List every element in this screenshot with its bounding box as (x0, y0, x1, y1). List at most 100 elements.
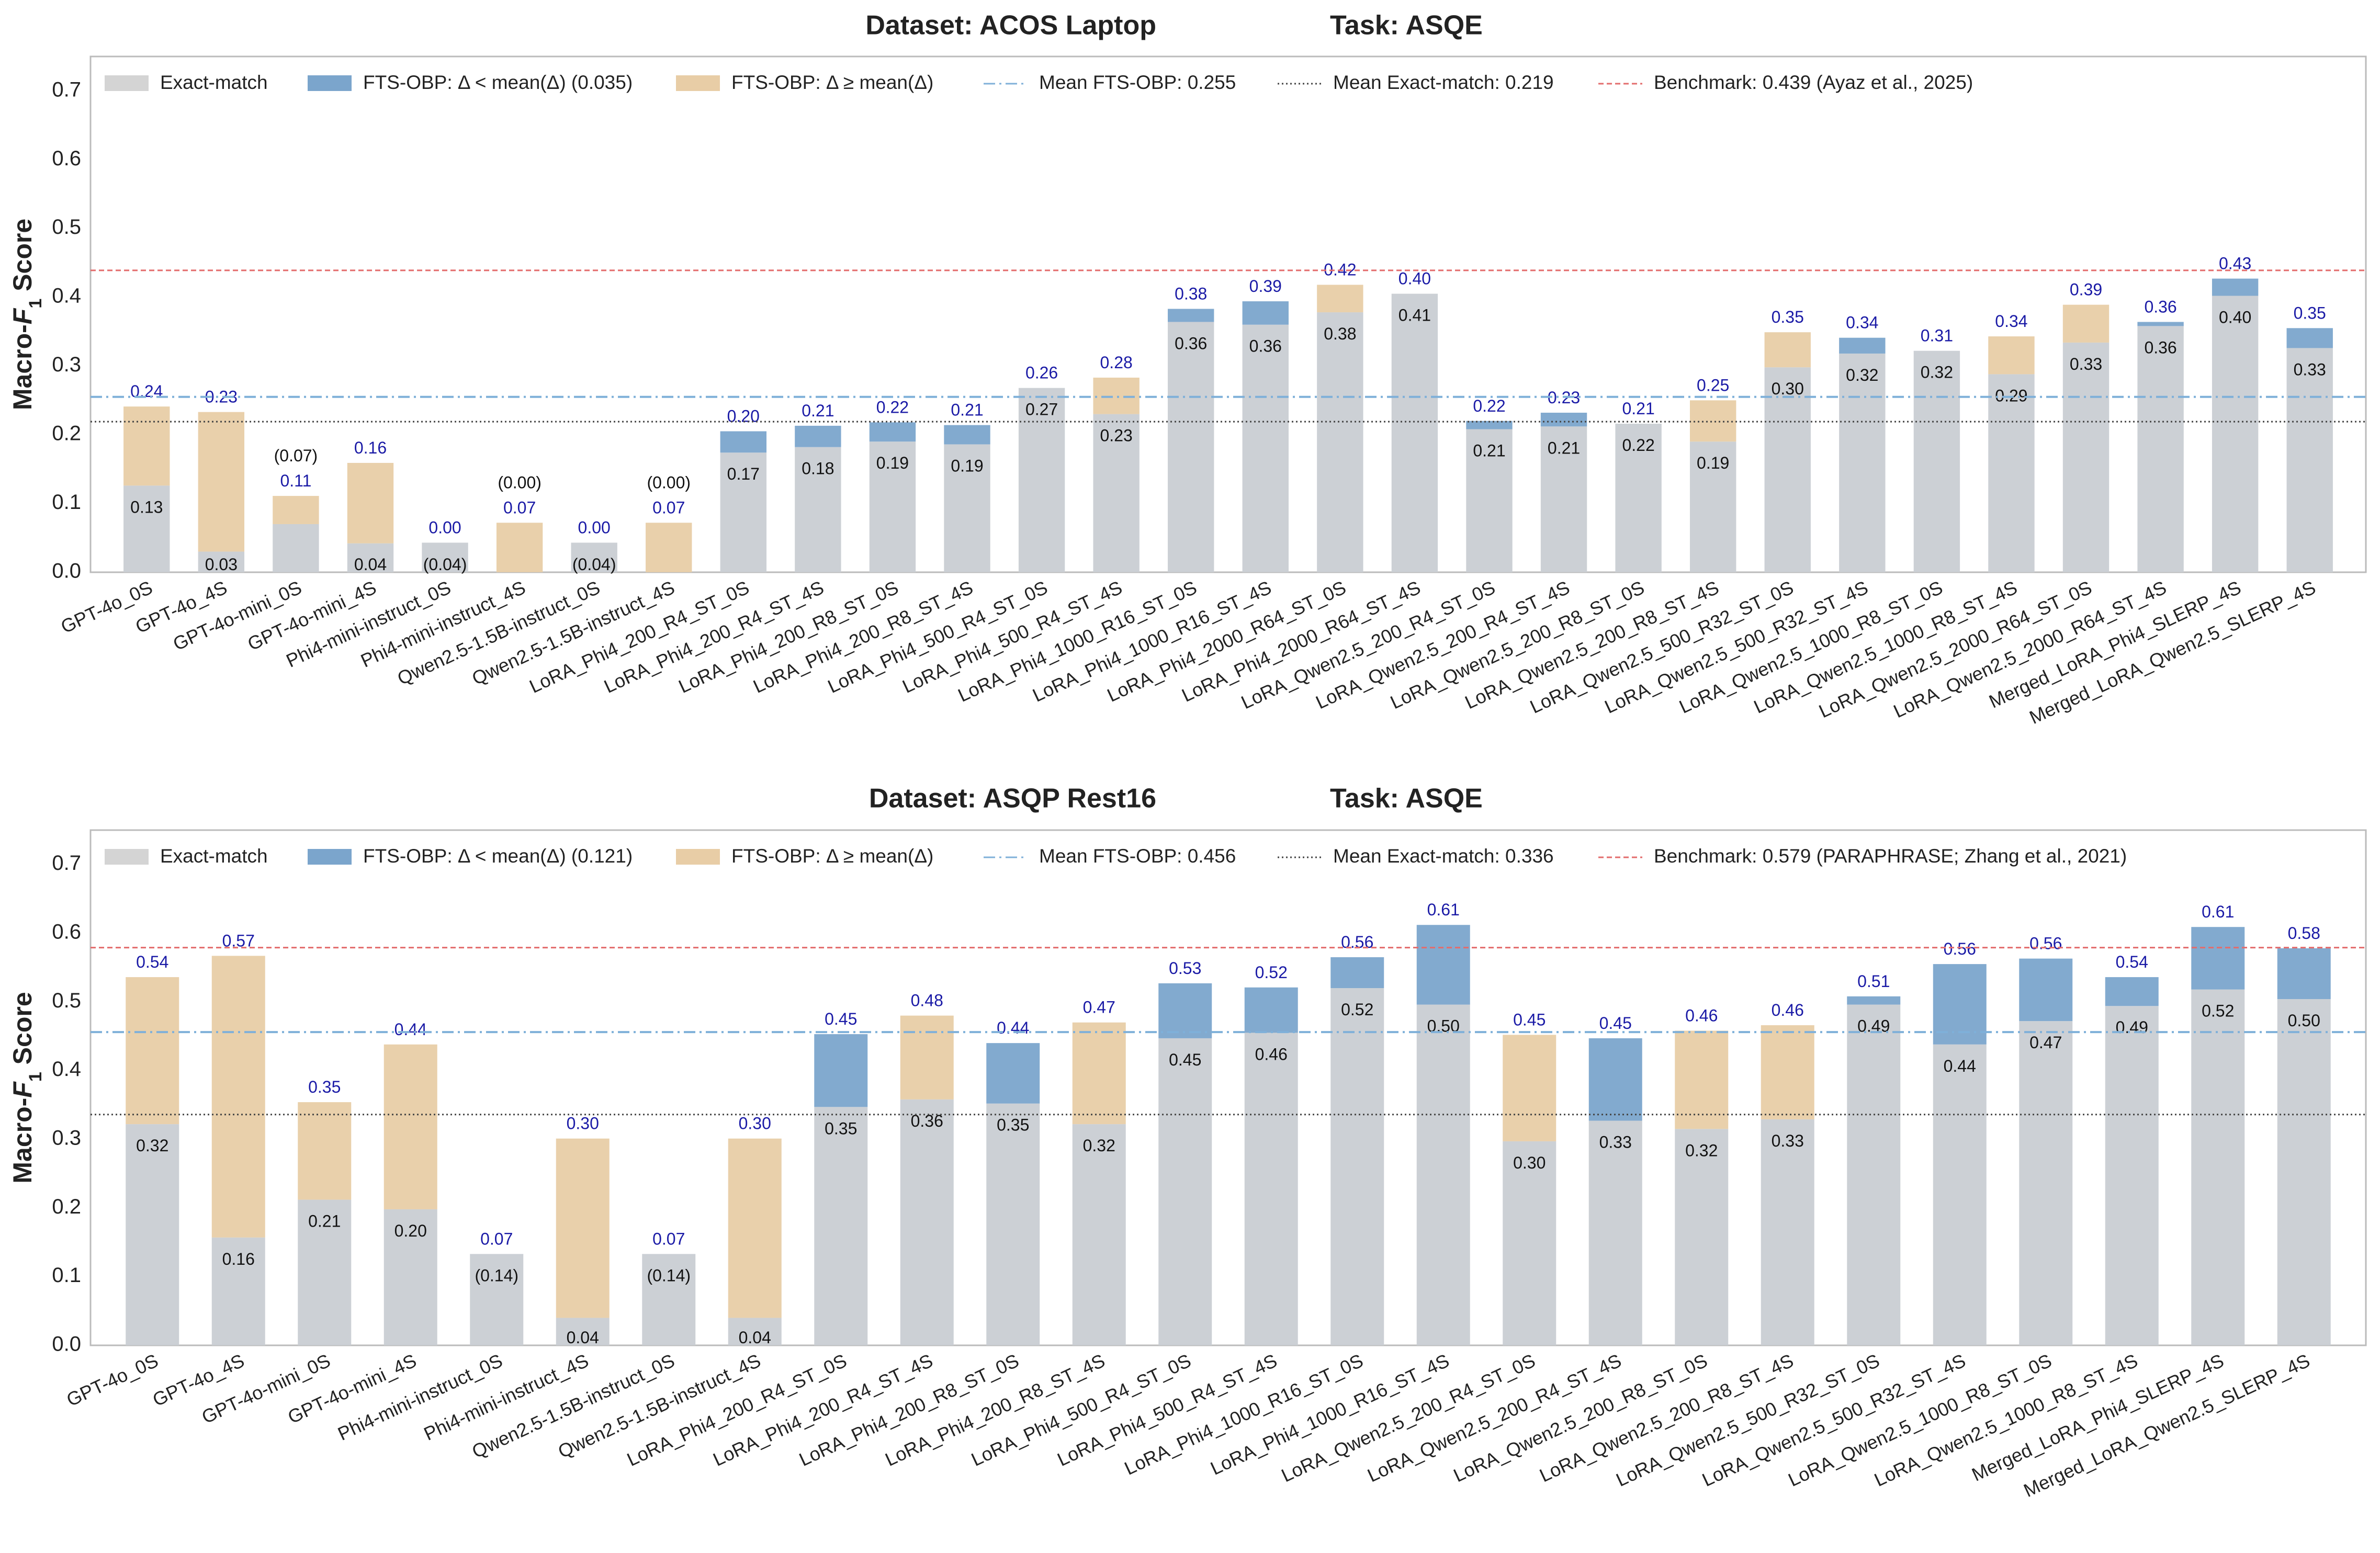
chart2-bar-exact-match (728, 1318, 782, 1345)
chart2-fts-value-label: 0.61 (1427, 900, 1460, 919)
chart2-bar-fts-increment (211, 956, 265, 1238)
chart1-y-tick-label: 0.7 (52, 78, 81, 101)
chart1-bar-exact-match (1168, 322, 1214, 572)
chart2-legend-swatch-fts_low (308, 849, 352, 865)
chart1-bar-fts-increment (646, 523, 692, 572)
chart2-bar-fts-increment (556, 1138, 610, 1318)
chart1-delta-value-label: (0.00) (498, 473, 542, 492)
chart2-bar-exact-match (986, 1103, 1040, 1345)
chart1-em-value-label: (0.04) (423, 555, 467, 574)
chart2-bar-fts-increment (986, 1043, 1040, 1104)
chart1-em-value-label: 0.27 (1025, 400, 1058, 419)
chart1-fts-value-label: 0.21 (951, 401, 983, 420)
chart1-em-value-label: 0.36 (1249, 337, 1282, 356)
chart2-y-axis-label: Macro-F1 Score (8, 992, 46, 1183)
chart2-fts-value-label: 0.44 (394, 1020, 427, 1039)
chart2-y-tick-label: 0.3 (52, 1127, 81, 1150)
chart1-bar-exact-match (2137, 326, 2184, 572)
chart2-bar-exact-match (1503, 1141, 1556, 1345)
chart1-bar-fts-increment (1540, 412, 1587, 427)
chart1-legend-label-mean_fts: Mean FTS-OBP: 0.255 (1039, 72, 1236, 93)
chart1-fts-value-label: 0.22 (1473, 396, 1505, 415)
chart1-bar-exact-match (944, 444, 990, 572)
chart2-fts-value-label: 0.54 (136, 953, 168, 971)
chart1-fts-value-label: 0.35 (2294, 303, 2326, 322)
chart2-bar-exact-match (1330, 988, 1384, 1345)
chart2-plot-frame (89, 829, 2367, 1346)
chart1-em-value-label: 0.36 (1175, 334, 1207, 353)
chart2-fts-value-label: 0.53 (1169, 959, 1201, 978)
chart2-y-tick-label: 0.5 (52, 989, 81, 1012)
chart1-fts-value-label: 0.31 (1921, 326, 1953, 345)
chart1-bar-exact-match (1764, 367, 1811, 572)
chart2-em-value-label: 0.35 (825, 1119, 857, 1138)
chart2-bar-fts-increment (2105, 977, 2159, 1006)
chart1-em-value-label: 0.03 (205, 555, 238, 574)
chart1-fts-value-label: 0.35 (1772, 308, 1804, 326)
chart1-bar-exact-match (1988, 374, 2035, 572)
chart2-fts-value-label: 0.54 (2116, 953, 2148, 971)
chart1-bar-exact-match (571, 542, 617, 572)
chart2-bar-exact-match (642, 1254, 696, 1345)
chart1-fts-value-label: 0.25 (1697, 376, 1729, 394)
chart1-em-value-label: 0.19 (951, 456, 983, 475)
chart1-legend-swatch-fts_low (308, 75, 352, 91)
chart1-plot-frame (89, 55, 2367, 573)
chart1-em-value-label: 0.33 (2294, 360, 2326, 379)
chart2-bar-fts-increment (1847, 996, 1901, 1005)
chart1-em-value-label: 0.18 (802, 459, 834, 478)
chart2-bar-exact-match (211, 1237, 265, 1345)
chart1-x-tick-label: GPT-4o-mini_0S (170, 576, 305, 655)
chart1-bar-exact-match (1242, 324, 1289, 572)
chart1-bar-fts-increment (347, 462, 394, 543)
chart1-em-value-label: 0.33 (2070, 355, 2102, 373)
chart1-em-value-label: 0.29 (1995, 386, 2027, 405)
chart2-em-value-label: 0.30 (1513, 1153, 1546, 1172)
chart1-fts-value-label: 0.00 (578, 518, 611, 537)
chart2-bar-fts-increment (1330, 957, 1384, 989)
chart1-y-tick-label: 0.6 (52, 147, 81, 170)
chart2-bar-fts-increment (1761, 1025, 1814, 1119)
chart1-bar-exact-match (1540, 426, 1587, 572)
chart1-bar-fts-increment (869, 422, 916, 442)
chart2-panel: Dataset: ASQP Rest16 Task: ASQE0.00.10.20… (8, 784, 2367, 1501)
chart1-bar-exact-match (347, 543, 394, 572)
chart1-bar-exact-match (869, 441, 916, 572)
chart2-em-value-label: 0.32 (1685, 1141, 1718, 1160)
chart2-bar-fts-increment (2277, 948, 2331, 1000)
chart2-bar-fts-increment (1675, 1030, 1729, 1129)
chart2-fts-value-label: 0.45 (825, 1010, 857, 1028)
chart2-bar-exact-match (1675, 1129, 1729, 1345)
chart1-bar-fts-increment (1242, 301, 1289, 325)
chart1-bar-fts-increment (496, 523, 543, 572)
chart2-em-value-label: 0.04 (567, 1328, 599, 1347)
chart1-fts-value-label: 0.16 (354, 438, 387, 457)
chart1-bar-fts-increment (944, 425, 990, 445)
chart1-legend-swatch-exact_match (105, 75, 149, 91)
chart1-bar-fts-increment (1317, 285, 1363, 313)
chart2-em-value-label: (0.14) (475, 1266, 518, 1285)
chart1-bar-exact-match (1317, 312, 1363, 572)
chart2-em-value-label: 0.44 (1944, 1057, 1976, 1075)
chart1-bar-fts-increment (1988, 336, 2035, 375)
chart1-fts-value-label: 0.34 (1846, 313, 1878, 332)
chart1-bar-fts-increment (2212, 278, 2259, 296)
chart1-em-value-label: 0.19 (876, 454, 909, 472)
chart2-fts-value-label: 0.52 (1255, 963, 1288, 982)
chart2-bar-exact-match (470, 1254, 524, 1345)
chart2-fts-value-label: 0.51 (1857, 972, 1890, 991)
chart1-bar-exact-match (2212, 296, 2259, 572)
chart2-bar-fts-increment (298, 1102, 352, 1200)
chart1-bar-exact-match (1018, 388, 1065, 572)
chart2-fts-value-label: 0.35 (308, 1078, 341, 1096)
chart1-y-tick-label: 0.1 (52, 491, 81, 514)
chart1-bar-fts-increment (2062, 304, 2110, 343)
chart2-fts-value-label: 0.30 (567, 1114, 599, 1133)
chart1-fts-value-label: 0.39 (1249, 277, 1282, 296)
chart1-bar-exact-match (1615, 424, 1662, 572)
chart1-y-tick-label: 0.2 (52, 422, 81, 445)
chart1-bar-fts-increment (123, 406, 170, 486)
chart1-bar-exact-match (198, 551, 245, 572)
chart2-legend-label-mean_em: Mean Exact-match: 0.336 (1333, 845, 1554, 867)
